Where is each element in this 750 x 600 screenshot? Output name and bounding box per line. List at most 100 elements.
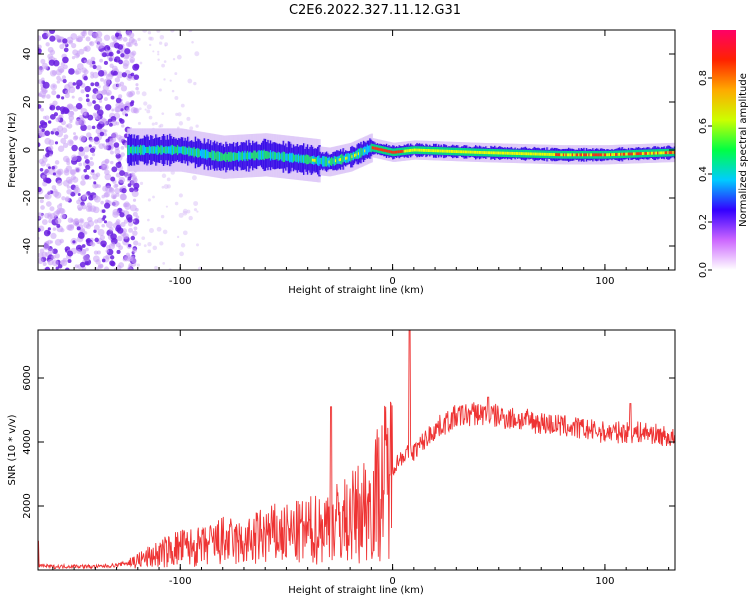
spectrogram-speckle (125, 41, 132, 47)
colorbar-gradient (712, 30, 736, 270)
spectrogram-peak (564, 153, 567, 157)
y-tick-label: -40 (22, 238, 33, 254)
spectrogram-core (156, 145, 159, 155)
spectrogram-speckle (132, 219, 136, 223)
spectrogram-speckle (127, 176, 132, 181)
spectrogram-speckle (139, 181, 144, 185)
spectrogram-core (271, 152, 274, 159)
spectrogram-speckle (69, 224, 75, 229)
spectrogram-speckle (115, 97, 122, 104)
spectrogram-core (143, 145, 147, 155)
spectrogram-speckle (124, 53, 130, 59)
spectrogram-speckle (100, 77, 104, 82)
snr-series-line (38, 330, 675, 570)
spectrogram-peak (394, 150, 398, 154)
spectrogram-core (308, 155, 311, 164)
spectrogram-speckle (49, 35, 56, 42)
spectrogram-speckle (92, 183, 98, 189)
colorbar: 0.0 0.2 0.4 0.6 0.8 Normalized spectral ampl… (698, 30, 749, 278)
spectrogram-peak (353, 154, 357, 157)
spectrogram-peak (355, 153, 358, 157)
spectrogram-speckle (41, 128, 45, 133)
spectrogram-core (241, 151, 245, 162)
spectrogram-speckle (75, 118, 82, 125)
spectrogram-peak (371, 146, 375, 150)
spectrogram-peak (532, 152, 535, 156)
spectrogram-speckle (97, 184, 101, 189)
spectrogram-peak (345, 156, 348, 160)
spectrogram-core (170, 145, 173, 155)
spectrogram-peak (483, 151, 487, 155)
spectrogram-y-axis-label: Frequency (Hz) (7, 112, 18, 188)
spectrogram-speckle (149, 43, 152, 47)
spectrogram-speckle (83, 59, 87, 63)
spectrogram-speckle (176, 54, 182, 60)
spectrogram-core (213, 150, 217, 161)
spectrogram-peak (328, 160, 331, 164)
spectrogram-core (225, 152, 228, 163)
spectrogram-speckle (106, 46, 111, 51)
spectrogram-speckle (103, 78, 111, 86)
spectrogram-peak (561, 153, 565, 157)
spectrogram-core (187, 147, 190, 155)
spectrogram-speckle (61, 75, 66, 80)
spectrogram-speckle (91, 94, 98, 100)
colorbar-tick-label: 0.4 (698, 166, 709, 182)
spectrogram-speckle (62, 38, 68, 44)
spectrogram-peak (413, 148, 417, 152)
spectrogram-core (202, 149, 205, 158)
spectrogram-speckle (133, 74, 140, 80)
spectrogram-speckle (94, 219, 99, 224)
spectrogram-peak (616, 152, 619, 156)
spectrogram-speckle (88, 161, 95, 167)
spectrogram-core (320, 157, 324, 165)
spectrogram-speckle (56, 94, 61, 99)
spectrogram-core (165, 145, 168, 155)
spectrogram-speckle (104, 266, 110, 270)
spectrogram-speckle (59, 68, 65, 74)
spectrogram-speckle (97, 228, 105, 236)
spectrogram-speckle (105, 73, 113, 81)
spectrogram-core (155, 146, 158, 154)
spectrogram-speckle (75, 102, 83, 110)
spectrogram-speckle (103, 34, 111, 41)
spectrogram-peak (548, 152, 552, 156)
spectrogram-speckle (48, 219, 53, 224)
spectrogram-core (297, 153, 301, 164)
spectrogram-speckle (86, 125, 92, 131)
spectrogram-speckle (162, 262, 166, 265)
spectrogram-peak (389, 150, 393, 154)
spectrogram-peak (560, 153, 563, 157)
spectrogram-speckle (131, 248, 137, 254)
spectrogram-core (264, 151, 268, 159)
spectrogram-peak (439, 149, 442, 153)
spectrogram-peak (387, 149, 390, 153)
spectrogram-speckle (129, 204, 137, 212)
spectrogram-speckle (144, 108, 147, 111)
spectrogram-core (204, 150, 208, 159)
spectrogram-core (274, 152, 278, 160)
spectrogram-speckle (101, 143, 106, 147)
spectrogram-core (176, 144, 180, 156)
figure-title: C2E6.2022.327.11.12.G31 (289, 3, 461, 18)
y-tick-label: -20 (22, 190, 33, 206)
spectrogram-peak (624, 152, 627, 156)
spectrogram-speckle (135, 86, 139, 91)
spectrogram-peak (579, 153, 582, 157)
spectrogram-speckle (115, 161, 122, 168)
spectrogram-peak (494, 151, 497, 155)
spectrogram-peak (523, 152, 526, 156)
spectrogram-peak (545, 152, 548, 156)
spectrogram-core (292, 153, 296, 163)
spectrogram-speckle (133, 63, 140, 70)
spectrogram-speckle (95, 172, 101, 178)
spectrogram-speckle (127, 221, 134, 227)
spectrogram-peak (469, 150, 473, 154)
spectrogram-peak (529, 152, 533, 156)
x-tick-label: -100 (169, 276, 192, 287)
spectrogram-speckle (146, 109, 151, 114)
spectrogram-speckle (91, 169, 95, 173)
spectrogram-speckle (64, 267, 70, 270)
spectrogram-core (331, 157, 334, 166)
spectrogram-speckle (96, 94, 102, 99)
